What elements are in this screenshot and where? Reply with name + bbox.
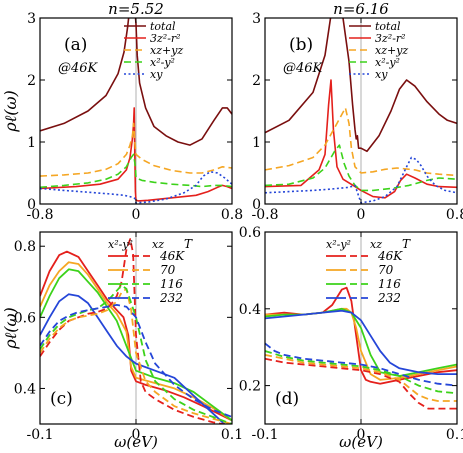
column-title-right: n=6.16 (333, 0, 389, 18)
y-tick-label: 0.8 (14, 239, 36, 255)
x-tick-label: -0.8 (27, 207, 54, 223)
legend-entry: 3z²-r² (375, 32, 406, 45)
panel-a: -0.8 0 0.80123(a)@46Ktotal3z²-r²xz+yzx²-y²… (27, 11, 244, 223)
panel-label: (b) (289, 35, 313, 55)
legend-entry: total (150, 20, 176, 33)
legend-entry-temperature: 70 (160, 263, 176, 277)
x-tick-label: -0.1 (27, 427, 54, 443)
legend-entry-temperature: 116 (378, 277, 401, 291)
legend-header-x2y2: x²-y² (108, 238, 133, 251)
legend-header-xz: xz (370, 238, 382, 251)
panel-label: (a) (64, 35, 87, 55)
x-tick-label: -0.8 (252, 207, 279, 223)
legend-header-temperature: T (402, 237, 411, 251)
x-tick-label: 0.1 (221, 427, 243, 443)
series-line-xzyz (265, 107, 457, 177)
legend-entry: xy (375, 68, 388, 81)
series-line-total (40, 18, 232, 146)
legend-entry: x²-y² (150, 56, 175, 69)
x-tick-label: 0 (357, 207, 366, 223)
series-line-x2y2-70 (40, 261, 232, 422)
series-line-x2y2-46K (40, 250, 232, 422)
series-line-xz-46K (40, 238, 228, 424)
legend-entry: total (375, 20, 401, 33)
y-axis-label-top: ρℓ(ω) (1, 90, 20, 133)
series-line-x2y2-232 (40, 293, 226, 424)
y-tick-label: 0.2 (239, 379, 261, 395)
y-tick-label: 0.4 (14, 381, 36, 397)
y-tick-label: 3 (27, 11, 36, 27)
panel-b: -0.800.80123(b)@46Ktotal3z²-r²xz+yzx²-y²… (252, 11, 463, 223)
x-tick-label: 0 (357, 427, 366, 443)
series-line-xy (40, 171, 232, 204)
series-line-xz-116 (265, 350, 457, 395)
legend-entry-temperature: 232 (377, 291, 401, 305)
y-tick-label: 0 (27, 197, 36, 213)
legend-entry-temperature: 232 (159, 291, 183, 305)
legend-entry: 3z²-r² (150, 32, 181, 45)
x-tick-label: 0.8 (221, 207, 243, 223)
series-line-xy (265, 144, 457, 192)
x-axis-label-right: ω(eV) (339, 433, 383, 451)
series-line-total (265, 18, 457, 153)
x-tick-label: 0.8 (446, 207, 463, 223)
y-tick-label: 3 (252, 11, 261, 27)
legend-header-x2y2: x²-y² (326, 238, 351, 251)
y-tick-label: 1 (252, 135, 261, 151)
y-tick-label: 0.4 (239, 302, 261, 318)
series-line-xzyz (40, 122, 232, 177)
series-line-x2y2-232 (265, 309, 457, 376)
x-tick-label: -0.1 (252, 427, 279, 443)
series-line-xz-70 (40, 287, 232, 424)
panel-label: (d) (275, 389, 299, 409)
y-tick-label: 0.6 (239, 225, 261, 241)
column-title-left: n=5.52 (108, 0, 164, 18)
legend-entry: xz+yz (375, 44, 408, 57)
legend-header-temperature: T (184, 237, 193, 251)
series-line-xz-46K (265, 357, 457, 410)
panel-label: (c) (50, 389, 73, 409)
series-line-xz-232 (265, 342, 457, 387)
y-tick-label: 2 (252, 73, 261, 89)
y-axis-label-bottom: ρℓ(ω) (1, 307, 20, 350)
legend-entry-temperature: 116 (160, 277, 183, 291)
legend-entry: xy (150, 68, 163, 81)
legend-entry: xz+yz (150, 44, 183, 57)
legend-header-xz: xz (152, 238, 164, 251)
x-tick-label: 0 (132, 427, 141, 443)
series-line-xz-70 (265, 354, 457, 402)
series-line-3zr (265, 79, 457, 199)
temperature-label: @46K (58, 61, 99, 76)
y-tick-label: 0 (252, 197, 261, 213)
legend-entry-temperature: 46K (159, 249, 185, 263)
y-tick-label: 2 (27, 73, 36, 89)
legend-entry-temperature: 70 (378, 263, 394, 277)
series-line-xz-232 (40, 303, 232, 418)
legend-entry: x²-y² (375, 56, 400, 69)
y-tick-label: 0.6 (14, 310, 36, 326)
x-axis-label-left: ω(eV) (114, 433, 158, 451)
series-line-xz-116 (40, 284, 232, 424)
y-tick-label: 1 (27, 135, 36, 151)
series-line-xy (40, 153, 232, 189)
temperature-label: @46K (283, 61, 324, 76)
x-tick-label: 0 (132, 207, 141, 223)
x-tick-label: 0.1 (446, 427, 463, 443)
series-line-3zr (40, 107, 232, 202)
legend-entry-temperature: 46K (377, 249, 403, 263)
